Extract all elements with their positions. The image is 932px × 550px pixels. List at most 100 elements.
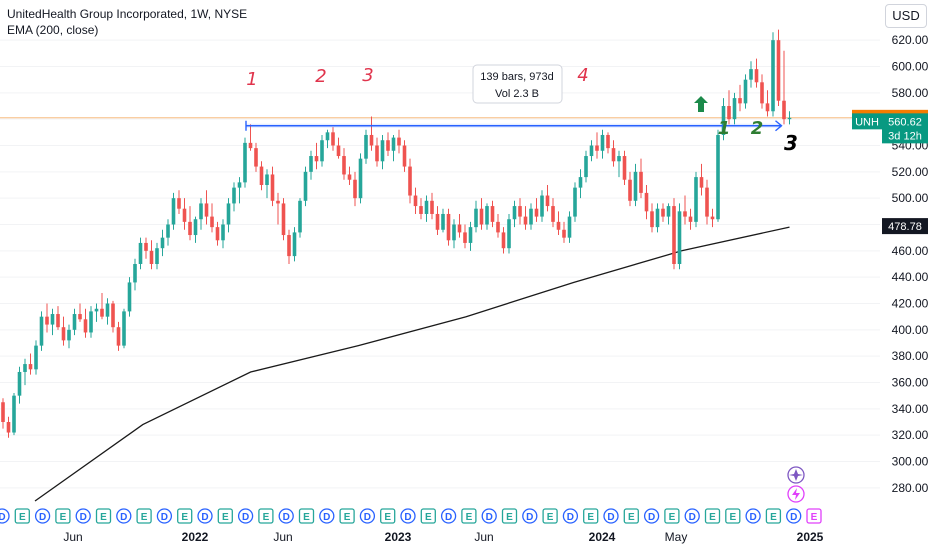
candle-body: [413, 195, 418, 207]
dividend-marker: [522, 508, 538, 524]
time-axis[interactable]: Jun 2022 Jun 2023 Jun 2024 May 2025: [63, 530, 823, 544]
lightning-shape: [792, 488, 800, 500]
price-tick-label: 460.00: [892, 244, 929, 258]
event-marker-letter: E: [141, 512, 148, 523]
range-bars-text: 139 bars, 973d: [480, 71, 553, 83]
dividend-marker: [440, 508, 457, 524]
dividend-marker: [643, 508, 660, 524]
event-marker-letter: E: [60, 512, 67, 523]
event-marker-letter: D: [364, 512, 371, 523]
candle-body: [595, 145, 599, 151]
wave-label-green: 1: [718, 118, 731, 139]
event-marker-letter: E: [384, 512, 391, 523]
candle-body: [6, 422, 11, 433]
dividend-marker: [745, 508, 761, 524]
ema-200-line: [34, 226, 790, 502]
candle-body: [771, 40, 775, 112]
event-marker-letter: E: [100, 512, 107, 523]
dividend-marker: [34, 508, 51, 524]
candle-body: [226, 203, 231, 225]
candle-body: [397, 137, 401, 146]
dividend-marker: [481, 508, 497, 524]
candle-body: [749, 69, 753, 80]
dividend-marker: [786, 508, 802, 524]
price-tick-label: 440.00: [892, 270, 929, 284]
candle-body: [672, 206, 676, 264]
time-tick-label: 2024: [589, 530, 616, 544]
candle-body: [622, 156, 627, 180]
candle-body: [160, 237, 165, 249]
ema-tag-bg: [882, 218, 928, 235]
event-marker-letter: E: [19, 512, 26, 523]
candle-body: [177, 198, 181, 209]
candle-body: [298, 200, 302, 233]
candle-body: [743, 79, 748, 104]
dividend-marker: [278, 508, 294, 524]
currency-button[interactable]: USD: [885, 4, 927, 28]
candle-body: [699, 177, 704, 188]
wave-annotations: 1 2 3 41 23: [246, 65, 798, 155]
candle-body: [89, 311, 93, 333]
time-tick-label: Jun: [273, 530, 292, 544]
sym-tag-label: UNH: [855, 116, 879, 128]
price-range-tool[interactable]: 139 bars, 973d Vol 2.3 B: [245, 64, 783, 132]
candle-body: [606, 134, 610, 149]
price-axis[interactable]: 280.00 300.00 320.00 340.00 360.00 380.00 400.…: [892, 33, 929, 495]
candle-body: [419, 206, 423, 214]
event-marker-letter: E: [466, 512, 473, 523]
earnings-marker: [95, 508, 112, 524]
candle-body: [556, 221, 561, 230]
time-tick-label: Jun: [474, 530, 493, 544]
earnings-marker: [217, 508, 233, 524]
candle-body: [386, 140, 390, 151]
candle-body: [441, 213, 445, 230]
earnings-marker: [420, 508, 436, 524]
candle-body: [210, 216, 214, 228]
event-marker-letter: D: [445, 512, 452, 523]
candle-body: [787, 117, 792, 120]
candle-body: [292, 232, 297, 257]
candle-body: [540, 195, 544, 217]
wave-label-black: 3: [784, 131, 798, 155]
earnings-marker: [542, 508, 558, 524]
candle-body: [644, 192, 649, 212]
side-icons[interactable]: [787, 466, 805, 503]
last-price-bg: [882, 113, 928, 144]
candle-body: [94, 308, 99, 312]
candle-body: [463, 232, 467, 243]
candle-body: [34, 345, 38, 370]
breakout-arrow-icon: [694, 96, 708, 112]
candle-body: [551, 206, 555, 222]
candle-body: [402, 145, 407, 167]
dividend-marker: [400, 508, 416, 524]
candle-body: [457, 224, 462, 233]
candle-body: [254, 148, 258, 167]
candle-body: [369, 134, 374, 146]
candle-body: [188, 221, 192, 236]
candle-body: [584, 156, 588, 178]
dividend-marker: [237, 508, 254, 524]
candle-body: [17, 371, 22, 396]
candle-body: [133, 264, 137, 283]
candle-body: [116, 327, 121, 346]
candle-body: [617, 156, 621, 162]
candle-body: [688, 216, 693, 222]
event-marker-letter: E: [587, 512, 594, 523]
candle-body: [358, 158, 363, 199]
candle-body: [204, 203, 209, 217]
candle-body: [408, 166, 412, 196]
price-tick-label: 300.00: [892, 455, 929, 469]
time-tick-label: 2025: [797, 530, 824, 544]
earnings-marker: [765, 508, 782, 524]
event-marker-letter: E: [303, 512, 310, 523]
event-marker-letter: E: [222, 512, 229, 523]
candle-body: [138, 242, 143, 264]
dividend-marker: [562, 508, 579, 524]
candle-body: [716, 134, 720, 220]
candle-body: [479, 208, 484, 225]
earnings-marker: [461, 508, 477, 524]
price-tick-label: 520.00: [892, 165, 929, 179]
candle-body: [661, 208, 665, 217]
